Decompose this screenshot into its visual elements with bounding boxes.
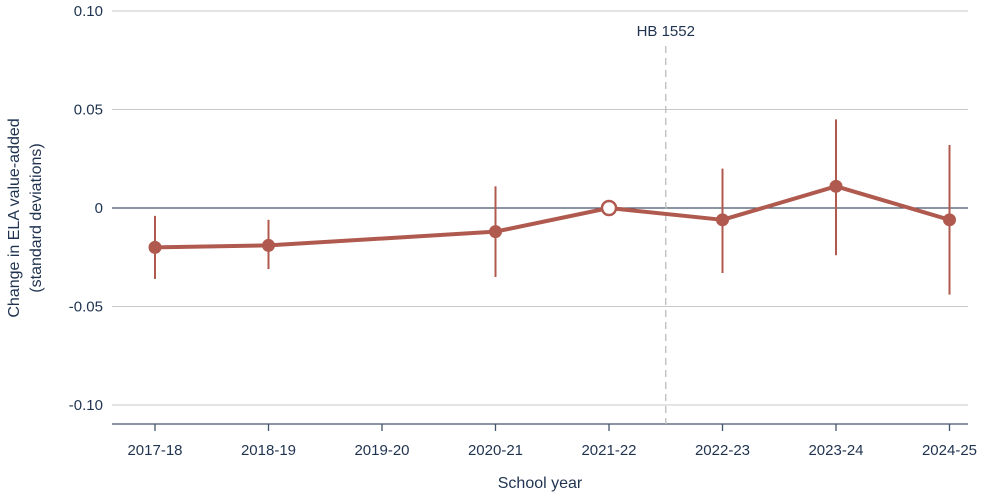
y-tick-label: -0.05 — [69, 299, 103, 316]
annotation-label: HB 1552 — [637, 23, 695, 40]
x-tick-label: 2021-22 — [581, 442, 636, 459]
x-tick-label: 2017-18 — [127, 442, 182, 459]
y-axis-ticks: 0.10 0.05 0 -0.05 -0.10 — [69, 3, 103, 414]
x-tick-label: 2022-23 — [695, 442, 750, 459]
data-point — [148, 240, 162, 254]
data-point — [489, 225, 502, 239]
error-bars — [154, 119, 951, 295]
y-tick-label: 0.05 — [74, 102, 103, 119]
series-path — [153, 184, 952, 250]
x-tick-label: 2023-24 — [808, 442, 863, 459]
annotation: HB 1552 — [637, 23, 695, 424]
y-tick-label: -0.10 — [69, 397, 103, 414]
y-tick-label: 0.10 — [74, 3, 103, 20]
x-axis: 2017-18 2018-19 2019-20 2020-21 2021-22 2022-… — [112, 423, 977, 459]
x-tick-label: 2019-20 — [354, 442, 409, 459]
x-axis-title: School year — [498, 475, 583, 492]
x-tick-label: 2024-25 — [922, 442, 977, 459]
y-axis-title-line2: (standard deviations) — [28, 143, 45, 292]
x-tick-label: 2020-21 — [468, 442, 523, 459]
reference-point — [600, 199, 618, 217]
data-points — [148, 179, 956, 254]
data-point — [829, 179, 843, 193]
data-point — [262, 238, 275, 252]
y-axis-title-line1: Change in ELA value-added — [6, 118, 23, 317]
data-point — [943, 213, 956, 227]
y-axis-title: Change in ELA value-added (standard devi… — [6, 118, 45, 317]
gridlines — [112, 10, 968, 406]
y-tick-label: 0 — [95, 200, 103, 217]
data-point — [716, 213, 729, 227]
x-tick-label: 2018-19 — [241, 442, 296, 459]
series-line — [153, 184, 952, 250]
